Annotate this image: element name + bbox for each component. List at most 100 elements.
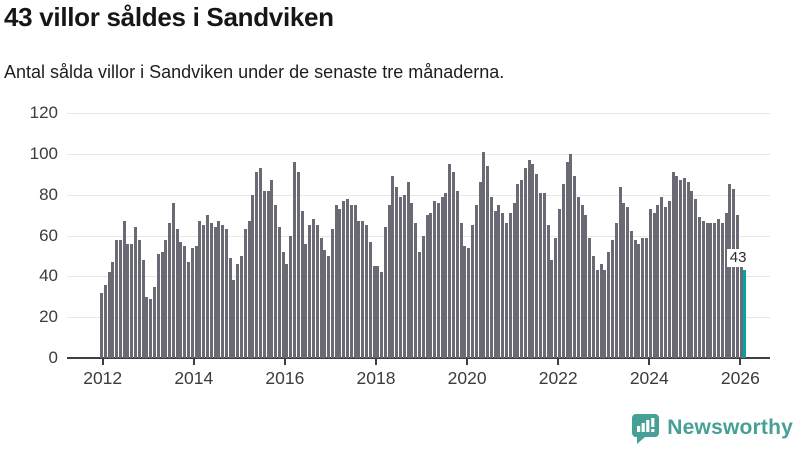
bar [588, 237, 592, 358]
x-tick [192, 358, 195, 365]
bar [652, 213, 656, 358]
bar [607, 251, 611, 358]
bar [592, 255, 596, 358]
bar [512, 202, 516, 358]
bar [349, 204, 353, 358]
bar [134, 227, 138, 358]
bar [561, 184, 565, 358]
chart-subtitle: Antal sålda villor i Sandviken under de … [4, 62, 505, 82]
bar [304, 243, 308, 358]
bar [656, 204, 660, 358]
bar [183, 245, 187, 358]
y-tick-label: 120 [29, 103, 58, 122]
gridline [67, 235, 770, 237]
bar [247, 221, 251, 358]
bar [698, 217, 702, 358]
bar [448, 164, 452, 358]
bar [240, 255, 244, 358]
x-tick [283, 358, 286, 365]
bar [232, 280, 236, 358]
bar [663, 206, 667, 358]
bar [406, 182, 410, 358]
bar [633, 239, 637, 358]
bar [497, 204, 501, 358]
bar [323, 249, 327, 358]
bar [327, 255, 331, 358]
newsworthy-bubble-icon [632, 413, 660, 444]
bar [221, 225, 225, 358]
bar [486, 166, 490, 358]
x-tick-label: 2024 [629, 368, 669, 388]
bar [376, 266, 380, 358]
bar [554, 237, 558, 358]
bar [346, 198, 350, 358]
bar [342, 200, 346, 358]
bar [679, 180, 683, 358]
bar [516, 184, 520, 358]
bar [667, 200, 671, 358]
bar [550, 260, 554, 358]
bar [614, 223, 618, 358]
bar [489, 196, 493, 358]
bar [122, 221, 126, 358]
bar [391, 176, 395, 358]
bar [164, 239, 168, 358]
bar [622, 202, 626, 358]
bar [315, 225, 319, 358]
x-tick-label: 2020 [447, 368, 487, 388]
y-tick-label: 100 [29, 143, 58, 163]
x-tick-label: 2014 [174, 368, 214, 388]
bar [410, 202, 414, 358]
bar [542, 192, 546, 358]
bar [270, 180, 274, 358]
bar [100, 292, 103, 358]
x-tick-label: 2026 [720, 368, 760, 388]
bar [137, 239, 141, 358]
bar [402, 194, 406, 358]
bar [523, 168, 527, 358]
bar [251, 194, 255, 358]
bar [209, 223, 213, 358]
bar [463, 245, 467, 358]
bar [224, 229, 228, 358]
bar [610, 239, 614, 358]
bar [281, 251, 285, 358]
bar [171, 202, 175, 358]
bar [629, 231, 633, 358]
gridline [67, 194, 770, 196]
bar [383, 227, 387, 358]
bar [546, 225, 550, 358]
bar [156, 253, 160, 358]
bar [595, 270, 599, 358]
bar [353, 204, 357, 358]
bar [671, 172, 675, 358]
bar [675, 176, 679, 358]
y-tick-label: 60 [39, 225, 58, 245]
bar [107, 272, 111, 358]
bar [436, 202, 440, 358]
bar [417, 251, 421, 358]
bar [724, 213, 728, 358]
bar [739, 257, 743, 358]
y-tick-label: 80 [39, 184, 58, 204]
x-tick-label: 2022 [538, 368, 578, 388]
bar [527, 159, 531, 358]
bar [274, 204, 278, 358]
bar [569, 153, 573, 358]
bar [452, 172, 455, 358]
bar [395, 186, 399, 358]
bar [716, 219, 720, 358]
bar [111, 262, 115, 358]
bar [576, 196, 580, 358]
bar [130, 243, 134, 358]
highlight-value-label: 43 [726, 249, 749, 268]
bar [198, 221, 202, 358]
bar [690, 190, 694, 358]
bar [399, 196, 402, 358]
bar [493, 211, 497, 358]
bar [194, 245, 198, 358]
gridline [67, 113, 770, 114]
x-tick [466, 358, 469, 365]
highlight-bar [743, 270, 747, 358]
bar [414, 223, 418, 358]
